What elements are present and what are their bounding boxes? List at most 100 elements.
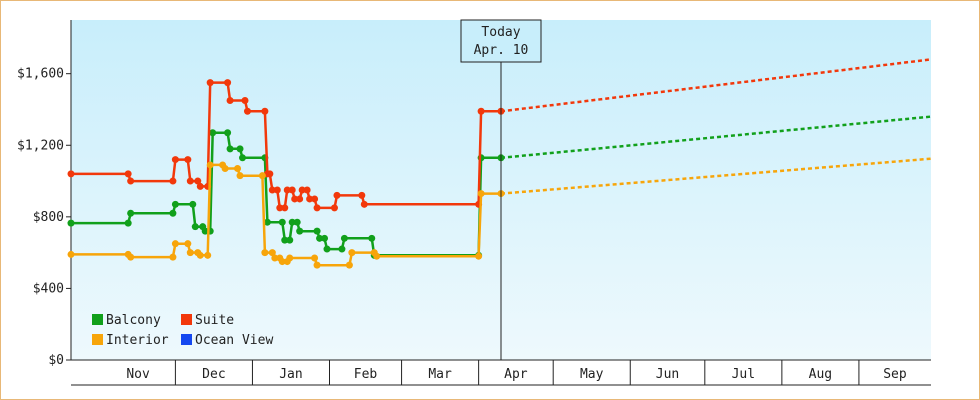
- data-point-balcony: [368, 234, 376, 242]
- data-point-suite: [206, 79, 214, 87]
- data-point-balcony: [189, 200, 197, 208]
- data-point-interior: [286, 254, 294, 262]
- data-point-interior: [204, 251, 212, 259]
- data-point-balcony: [340, 234, 348, 242]
- data-point-interior: [236, 172, 244, 180]
- data-point-interior: [169, 253, 177, 261]
- data-point-suite: [266, 170, 274, 178]
- x-tick-label-jan: Jan: [279, 367, 302, 382]
- y-tick-label: $1,600: [17, 67, 64, 82]
- data-point-balcony: [338, 245, 346, 253]
- data-point-interior: [258, 172, 266, 180]
- x-tick-label-feb: Feb: [354, 367, 378, 382]
- x-tick-label-jun: Jun: [656, 367, 679, 382]
- data-point-interior: [373, 252, 381, 260]
- y-tick-label: $0: [48, 353, 64, 368]
- data-point-balcony: [293, 218, 301, 226]
- legend-swatch-ocean-view: [181, 334, 192, 345]
- data-point-suite: [171, 156, 179, 164]
- forecast-line-suite: [500, 58, 932, 113]
- series-line-balcony: [71, 131, 501, 257]
- data-point-balcony: [288, 218, 296, 226]
- data-point-suite: [298, 186, 306, 194]
- data-point-interior: [171, 240, 179, 248]
- data-point-balcony: [281, 236, 289, 244]
- data-point-suite: [169, 177, 177, 185]
- y-tick-label: $400: [33, 281, 64, 296]
- data-point-balcony: [323, 245, 331, 253]
- data-point-suite: [196, 182, 204, 190]
- data-point-interior: [268, 249, 276, 257]
- data-point-suite: [296, 195, 304, 203]
- forecast-line-interior: [500, 157, 932, 195]
- x-tick-label-mar: Mar: [428, 367, 452, 382]
- data-point-suite: [224, 79, 232, 87]
- data-point-balcony: [316, 234, 324, 242]
- data-point-balcony: [127, 209, 135, 217]
- data-point-suite: [330, 204, 338, 212]
- data-point-balcony: [321, 234, 329, 242]
- data-point-suite: [124, 170, 132, 178]
- data-point-balcony: [313, 227, 321, 235]
- data-point-balcony: [191, 223, 199, 231]
- data-point-suite: [226, 97, 234, 105]
- legend-label-ocean-view: Ocean View: [195, 333, 273, 348]
- data-point-suite: [313, 204, 321, 212]
- data-point-balcony: [239, 154, 247, 162]
- data-point-balcony: [67, 219, 75, 227]
- legend-swatch-balcony: [92, 314, 103, 325]
- data-point-interior: [206, 161, 214, 169]
- data-point-interior: [278, 258, 286, 266]
- data-point-suite: [184, 156, 192, 164]
- data-point-suite: [243, 107, 251, 115]
- data-point-balcony: [171, 200, 179, 208]
- x-tick-label-dec: Dec: [202, 367, 225, 382]
- data-point-interior: [477, 190, 485, 198]
- data-point-suite: [276, 204, 284, 212]
- data-point-interior: [221, 165, 229, 173]
- data-point-balcony: [286, 236, 294, 244]
- x-tick-label-jul: Jul: [732, 367, 755, 382]
- data-point-suite: [67, 170, 75, 178]
- y-tick-label: $800: [33, 210, 64, 225]
- forecast-line-balcony: [500, 115, 932, 160]
- data-point-balcony: [124, 219, 132, 227]
- x-tick-label-aug: Aug: [809, 367, 832, 382]
- data-point-balcony: [236, 145, 244, 153]
- data-point-interior: [196, 251, 204, 259]
- data-point-interior: [67, 250, 75, 258]
- data-point-interior: [271, 254, 279, 262]
- data-point-interior: [127, 253, 135, 261]
- data-point-balcony: [296, 227, 304, 235]
- data-point-suite: [261, 107, 269, 115]
- data-point-interior: [311, 254, 319, 262]
- data-point-balcony: [226, 145, 234, 153]
- data-point-balcony: [209, 129, 217, 137]
- data-point-suite: [303, 186, 311, 194]
- data-point-suite: [241, 97, 249, 105]
- data-point-suite: [477, 107, 485, 115]
- legend-label-balcony: Balcony: [106, 313, 161, 328]
- data-point-suite: [273, 186, 281, 194]
- data-point-suite: [306, 195, 314, 203]
- x-tick-label-sep: Sep: [883, 367, 907, 382]
- data-point-interior: [348, 249, 356, 257]
- legend-label-interior: Interior: [106, 333, 169, 348]
- legend-label-suite: Suite: [195, 313, 234, 328]
- data-point-balcony: [263, 218, 271, 226]
- today-callout: [460, 19, 542, 63]
- today-date: Apr. 10: [474, 43, 529, 58]
- data-point-interior: [234, 165, 242, 173]
- x-tick-label-nov: Nov: [126, 367, 150, 382]
- data-point-interior: [313, 261, 321, 269]
- data-point-suite: [288, 186, 296, 194]
- data-point-suite: [127, 177, 135, 185]
- legend-swatch-interior: [92, 334, 103, 345]
- x-tick-label-apr: Apr: [504, 367, 528, 382]
- data-point-interior: [345, 261, 353, 269]
- data-point-suite: [311, 195, 319, 203]
- data-point-balcony: [278, 218, 286, 226]
- data-point-suite: [333, 191, 341, 199]
- data-point-interior: [475, 252, 483, 260]
